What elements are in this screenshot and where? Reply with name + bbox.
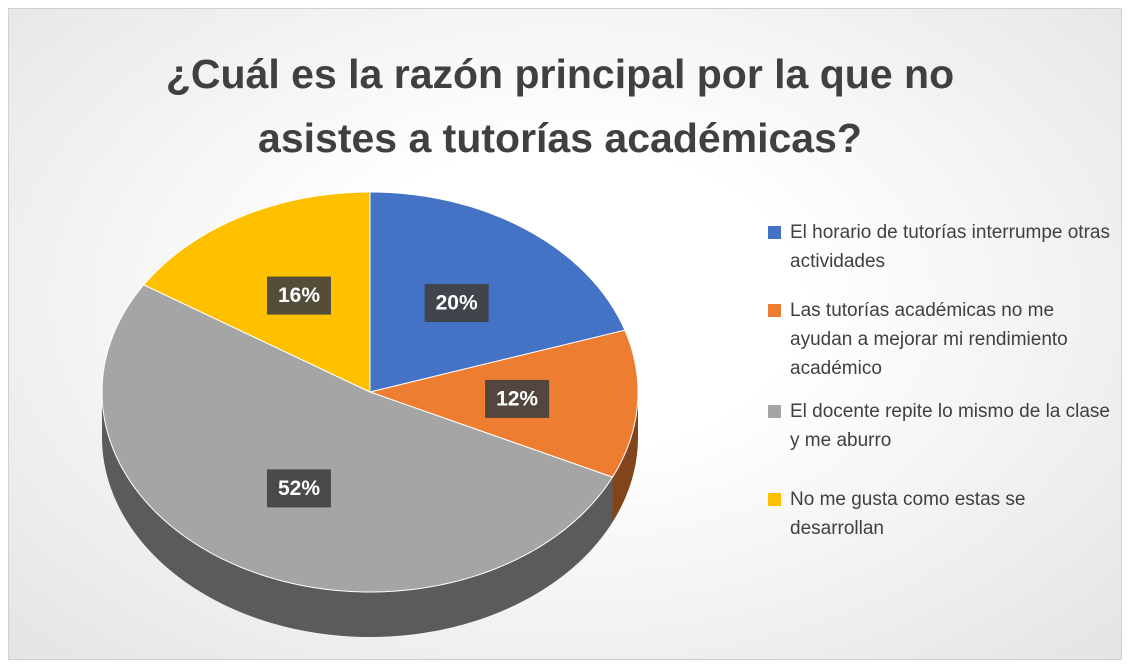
legend-label: El horario de tutorías interrumpe otras … <box>790 222 1110 272</box>
pie-side <box>612 392 638 523</box>
legend-label: No me gusta como estas se desarrollan <box>790 489 1026 539</box>
legend-item: No me gusta como estas se desarrollan <box>768 485 1118 543</box>
data-label-box <box>424 284 489 323</box>
data-label: 16% <box>278 284 320 307</box>
chart-title: ¿Cuál es la razón principal por la que n… <box>165 51 955 161</box>
legend: El horario de tutorías interrumpe otras … <box>768 218 1118 543</box>
legend-swatch <box>768 304 781 317</box>
legend-label: El docente repite lo mismo de la clase y… <box>790 401 1110 451</box>
pie-side <box>102 392 613 637</box>
legend-item: El docente repite lo mismo de la clase y… <box>768 397 1118 455</box>
legend-swatch <box>768 226 781 239</box>
legend-item: Las tutorías académicas no me ayudan a m… <box>768 296 1118 383</box>
pie-slice <box>142 191 371 393</box>
legend-swatch <box>768 405 781 418</box>
data-label: 12% <box>496 387 538 410</box>
pie-slice <box>369 191 626 393</box>
data-label-box <box>266 469 331 508</box>
legend-swatch <box>768 493 781 506</box>
data-label-box <box>266 276 331 315</box>
pie-slice <box>101 284 614 593</box>
data-label: 20% <box>436 292 478 315</box>
data-label-box <box>485 379 550 418</box>
data-label: 52% <box>278 477 320 500</box>
legend-label: Las tutorías académicas no me ayudan a m… <box>790 300 1068 379</box>
legend-item: El horario de tutorías interrumpe otras … <box>768 218 1118 276</box>
